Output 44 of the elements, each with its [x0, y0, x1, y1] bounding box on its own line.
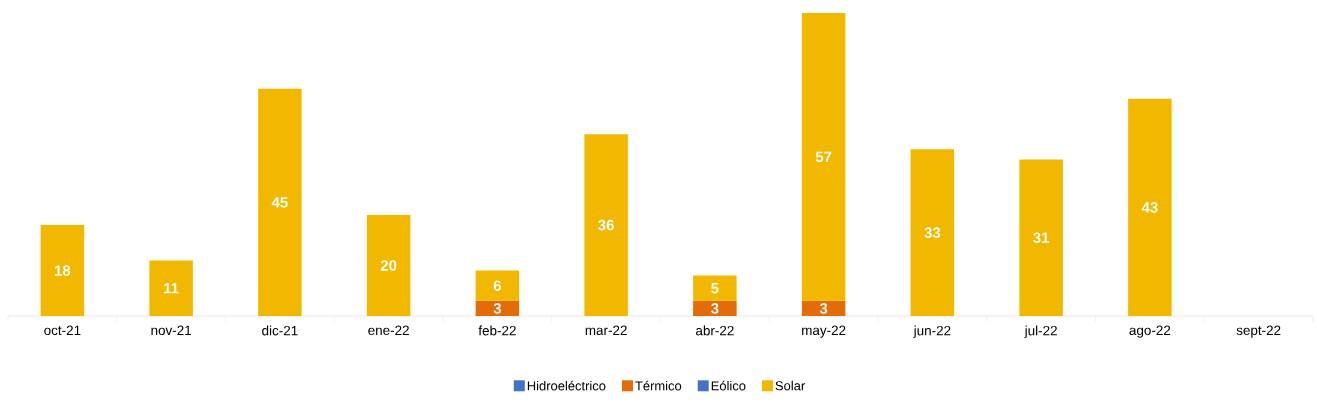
bar [693, 300, 737, 316]
bar [584, 134, 628, 316]
bar [801, 13, 846, 301]
legend-label: Térmico [635, 380, 682, 391]
x-tick-label: dic-21 [262, 325, 298, 336]
data-label: 20 [380, 260, 397, 271]
x-tick-label: oct-21 [44, 325, 81, 336]
bar [910, 149, 955, 316]
data-label: 6 [493, 280, 501, 291]
x-tick-label: nov-21 [151, 325, 192, 336]
data-label: 33 [924, 227, 941, 238]
legend-label: Solar [775, 380, 805, 391]
x-tick-label: ene-22 [368, 325, 409, 336]
bar [801, 300, 846, 316]
x-tick-label: mar-22 [585, 325, 627, 336]
x-tick-label: feb-22 [478, 325, 516, 336]
data-label: 3 [819, 303, 828, 314]
data-label: 57 [815, 151, 832, 163]
bar [149, 260, 193, 316]
data-label: 11 [164, 283, 179, 294]
legend-label: Hidroeléctrico [527, 380, 606, 391]
bar [366, 215, 411, 316]
data-label: 18 [55, 265, 71, 276]
legend-label: Eólico [711, 380, 746, 391]
bar [258, 88, 302, 316]
x-tick-label: ago-22 [1129, 325, 1171, 338]
bar [40, 225, 85, 316]
data-label: 31 [1033, 232, 1050, 244]
bar [1019, 159, 1063, 316]
x-tick-label: jul-22 [1024, 325, 1057, 339]
data-label: 36 [598, 219, 614, 231]
x-tick-label: sept-22 [1236, 325, 1281, 338]
bar [475, 300, 520, 316]
x-tick-label: abr-22 [696, 325, 734, 336]
data-label: 3 [493, 303, 501, 314]
x-tick-label: may-22 [802, 325, 846, 338]
bar [475, 270, 520, 301]
data-label: 45 [271, 197, 288, 208]
bar [1128, 98, 1172, 316]
data-label: 5 [711, 283, 719, 294]
data-label: 3 [711, 303, 719, 314]
x-tick-label: jun-22 [913, 325, 951, 339]
data-label: 43 [1141, 202, 1158, 213]
bar [693, 275, 737, 301]
